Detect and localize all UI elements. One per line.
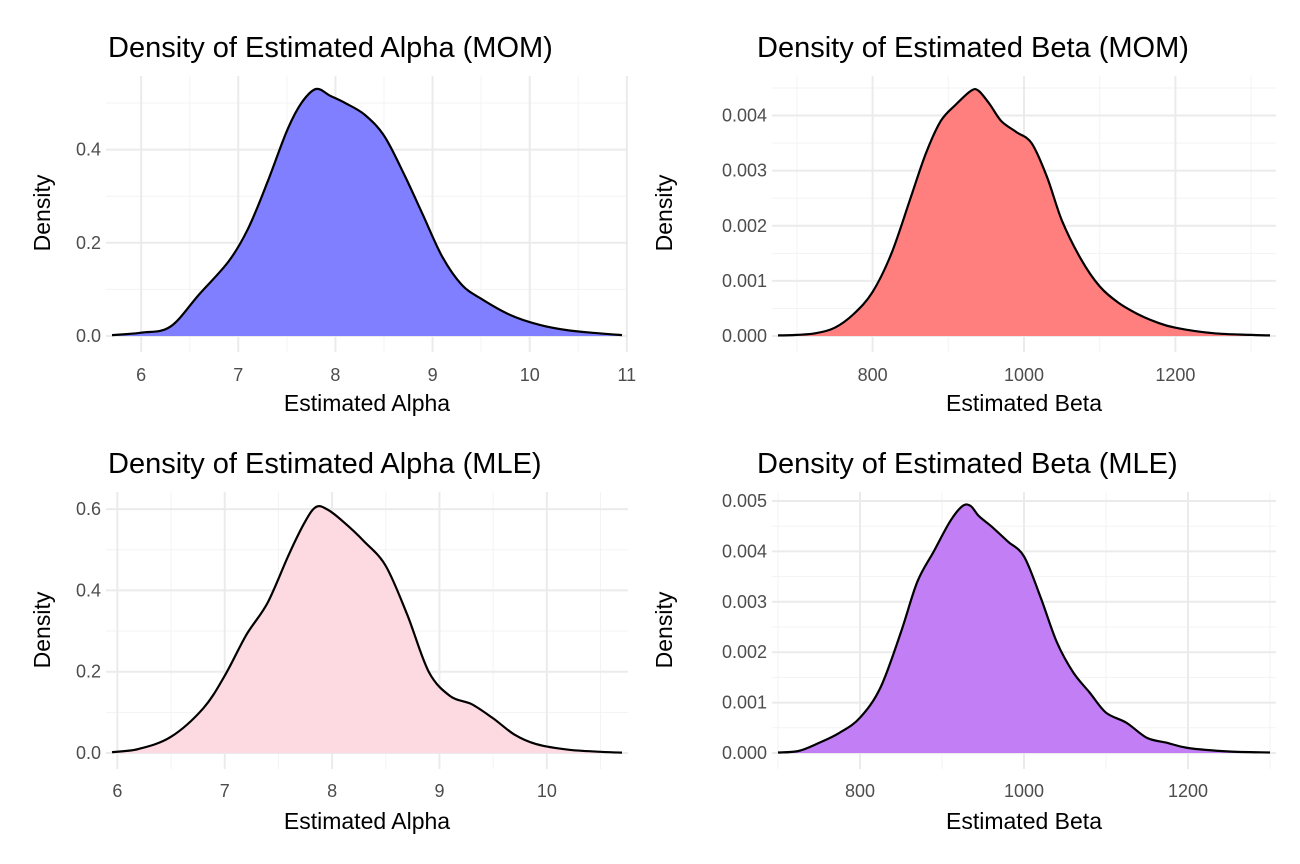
x-tick-label: 9 xyxy=(428,365,438,385)
panel-4-density-line xyxy=(777,503,1271,754)
panel-1-density-line xyxy=(111,87,623,337)
x-tick-label: 1000 xyxy=(1004,365,1044,385)
y-tick-label: 0.000 xyxy=(722,326,767,346)
x-tick-label: 800 xyxy=(858,365,888,385)
x-tick-label: 11 xyxy=(618,365,637,385)
y-tick-label: 0.4 xyxy=(76,140,101,160)
x-tick-label: 6 xyxy=(112,781,122,801)
y-tick-label: 0.002 xyxy=(722,642,767,662)
x-axis-label: Estimated Alpha xyxy=(284,808,450,834)
y-axis-label: Density xyxy=(29,174,55,251)
y-tick-label: 0.0 xyxy=(76,743,101,763)
y-tick-label: 0.2 xyxy=(76,662,101,682)
y-tick-label: 0.001 xyxy=(722,693,767,713)
y-tick-label: 0.6 xyxy=(76,499,101,519)
y-tick-label: 0.4 xyxy=(76,580,101,600)
panel-3-title: Density of Estimated Alpha (MLE) xyxy=(108,448,542,480)
panel-2-density-area xyxy=(778,89,1270,336)
panel-4-density-area xyxy=(778,504,1270,753)
x-tick-label: 7 xyxy=(220,781,230,801)
y-tick-label: 0.000 xyxy=(722,743,767,763)
x-tick-label: 8 xyxy=(330,365,340,385)
y-axis-label: Density xyxy=(651,591,677,668)
panel-4: 0.000 0.001 0.002 0.003 0.004 0.005 800 1000 120… xyxy=(651,448,1276,834)
panel-1-density-area xyxy=(112,88,622,336)
y-axis-label: Density xyxy=(651,174,677,251)
y-tick-label: 0.004 xyxy=(722,541,767,561)
y-axis-label: Density xyxy=(29,591,55,668)
x-tick-label: 8 xyxy=(327,781,337,801)
panel-4-title: Density of Estimated Beta (MLE) xyxy=(757,448,1178,480)
y-tick-label: 0.004 xyxy=(722,106,767,126)
panel-3-density-area xyxy=(112,506,622,753)
y-tick-label: 0.2 xyxy=(76,233,101,253)
x-tick-label: 6 xyxy=(136,365,146,385)
x-tick-label: 800 xyxy=(845,781,875,801)
x-tick-label: 1200 xyxy=(1168,781,1208,801)
x-tick-label: 10 xyxy=(520,365,540,385)
panel-1-title: Density of Estimated Alpha (MOM) xyxy=(108,32,553,64)
panel-3-density-line xyxy=(111,505,623,754)
y-tick-label: 0.003 xyxy=(722,592,767,612)
panel-2: 0.000 0.001 0.002 0.003 0.004 800 1000 1200 Dens… xyxy=(651,32,1276,416)
x-tick-label: 1000 xyxy=(1004,781,1044,801)
x-tick-label: 1200 xyxy=(1155,365,1195,385)
y-tick-label: 0.0 xyxy=(76,326,101,346)
x-tick-label: 7 xyxy=(233,365,243,385)
x-tick-label: 9 xyxy=(434,781,444,801)
panel-2-density-line xyxy=(777,87,1271,337)
y-tick-label: 0.001 xyxy=(722,271,767,291)
panel-3: 0.0 0.2 0.4 0.6 6 7 8 9 10 Density of Estimated A… xyxy=(29,448,628,834)
y-tick-label: 0.003 xyxy=(722,161,767,181)
panel-1: 0.0 0.2 0.4 6 7 8 9 10 11 Density of Estimated Al… xyxy=(29,32,636,416)
y-tick-label: 0.002 xyxy=(722,216,767,236)
x-axis-label: Estimated Alpha xyxy=(284,390,450,416)
y-tick-label: 0.005 xyxy=(722,491,767,511)
x-axis-label: Estimated Beta xyxy=(946,390,1102,416)
panel-2-title: Density of Estimated Beta (MOM) xyxy=(757,32,1189,64)
x-axis-label: Estimated Beta xyxy=(946,808,1102,834)
x-tick-label: 10 xyxy=(537,781,557,801)
